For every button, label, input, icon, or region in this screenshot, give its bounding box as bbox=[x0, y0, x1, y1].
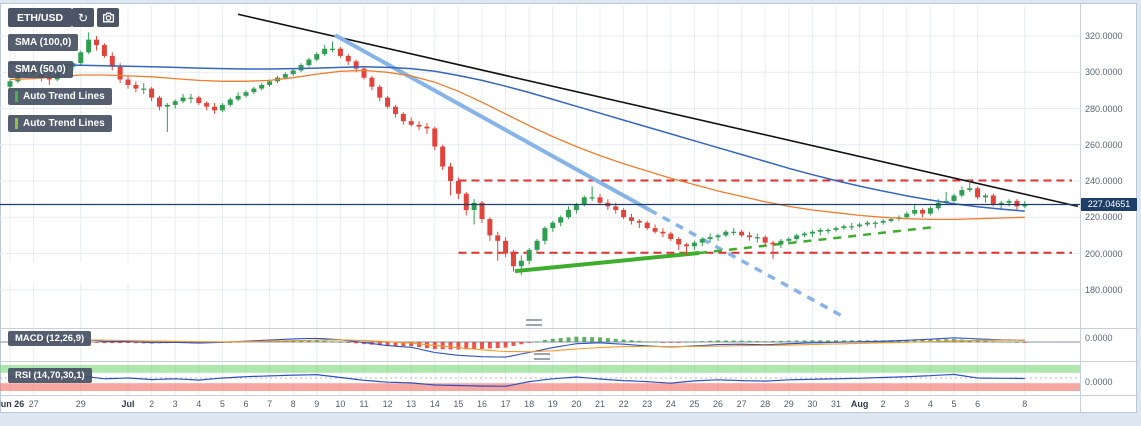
date-axis-label: 18 bbox=[524, 399, 535, 409]
rsi-axis-zero-label: 0.0000 bbox=[1085, 377, 1113, 387]
indicator-label-text: MACD (12,26,9) bbox=[15, 333, 85, 344]
date-axis-label: 6 bbox=[243, 399, 249, 409]
date-axis-label: 12 bbox=[382, 399, 393, 409]
date-axis-label: 27 bbox=[28, 399, 39, 409]
date-axis-label: 17 bbox=[500, 399, 511, 409]
snapshot-button[interactable] bbox=[97, 8, 119, 27]
date-axis-label: 23 bbox=[642, 399, 653, 409]
panel-resize-handle-rsi[interactable] bbox=[534, 353, 550, 360]
date-axis-label: 16 bbox=[476, 399, 488, 409]
price-axis-label: 180.0000 bbox=[1085, 284, 1123, 295]
date-axis-label: 4 bbox=[196, 399, 202, 409]
indicator-label-rsi[interactable]: RSI (14,70,30,1) bbox=[8, 368, 92, 383]
indicator-color-chip bbox=[15, 91, 18, 102]
price-axis-label: 320.0000 bbox=[1085, 31, 1123, 41]
indicator-label-sma50[interactable]: SMA (50,0) bbox=[8, 61, 73, 78]
indicator-label-macd[interactable]: MACD (12,26,9) bbox=[8, 331, 92, 346]
indicator-label-sma100[interactable]: SMA (100,0) bbox=[8, 34, 79, 51]
date-axis-label: 28 bbox=[760, 399, 771, 409]
date-axis-label: 8 bbox=[1022, 399, 1028, 409]
indicator-label-auto-trend-lines-2[interactable]: Auto Trend Lines bbox=[8, 115, 112, 132]
date-axis-label: 8 bbox=[290, 399, 296, 409]
refresh-button[interactable]: ↻ bbox=[72, 8, 94, 27]
date-axis[interactable] bbox=[0, 396, 1080, 412]
date-axis-label: 25 bbox=[689, 399, 700, 409]
indicator-color-chip bbox=[15, 118, 18, 129]
last-price-badge: 227.04651 bbox=[1081, 198, 1137, 211]
price-axis-label: 200.0000 bbox=[1085, 248, 1123, 259]
date-axis-label: 5 bbox=[219, 399, 225, 409]
macd-axis-zero-label: 0.0000 bbox=[1085, 333, 1113, 343]
symbol-button[interactable]: ETH/USD bbox=[8, 8, 73, 27]
price-axis-label: 240.0000 bbox=[1085, 176, 1123, 186]
date-axis-label: 20 bbox=[571, 399, 582, 409]
date-axis-label: 15 bbox=[453, 399, 464, 409]
price-axis-label: 260.0000 bbox=[1085, 139, 1123, 150]
date-axis-label: 30 bbox=[807, 399, 818, 409]
date-axis-label: 9 bbox=[314, 399, 320, 409]
price-axis-label: 300.0000 bbox=[1085, 67, 1123, 78]
date-axis-label: 6 bbox=[975, 399, 981, 409]
camera-icon bbox=[102, 12, 114, 23]
panel-resize-handle-macd[interactable] bbox=[526, 319, 542, 326]
date-axis-label: 27 bbox=[736, 399, 747, 409]
watermark-cover bbox=[8, 262, 130, 283]
indicator-label-text: Auto Trend Lines bbox=[23, 91, 105, 102]
date-axis-label: 29 bbox=[75, 399, 86, 409]
date-axis-label: 3 bbox=[172, 399, 178, 409]
date-axis-label: 31 bbox=[830, 399, 842, 409]
price-axis-label: 220.0000 bbox=[1085, 212, 1123, 223]
date-axis-label: 13 bbox=[406, 399, 417, 409]
date-axis-label: 21 bbox=[594, 399, 606, 409]
indicator-label-text: SMA (50,0) bbox=[15, 64, 66, 75]
indicator-label-text: Auto Trend Lines bbox=[23, 118, 105, 129]
date-axis-label: 14 bbox=[429, 399, 440, 409]
date-axis-label: 22 bbox=[618, 399, 629, 409]
date-axis-label: 2 bbox=[149, 399, 155, 409]
date-axis-label: 11 bbox=[359, 399, 369, 409]
date-axis-label: 5 bbox=[951, 399, 957, 409]
indicator-label-text: SMA (100,0) bbox=[15, 37, 72, 48]
date-axis-label: 3 bbox=[904, 399, 910, 409]
date-axis-label: Aug bbox=[850, 399, 869, 409]
indicator-label-text: RSI (14,70,30,1) bbox=[15, 370, 85, 381]
date-axis-label: 7 bbox=[267, 399, 273, 409]
date-axis-label: 29 bbox=[783, 399, 794, 409]
date-axis-label: 24 bbox=[665, 399, 676, 409]
date-axis-label: 4 bbox=[927, 399, 933, 409]
date-axis-label: 10 bbox=[335, 399, 346, 409]
date-axis-label: Jul bbox=[121, 399, 135, 409]
date-axis-label: 2 bbox=[880, 399, 886, 409]
date-axis-label: Jun 26 bbox=[0, 399, 25, 409]
indicator-label-auto-trend-lines-1[interactable]: Auto Trend Lines bbox=[8, 88, 112, 105]
price-axis-label: 280.0000 bbox=[1085, 103, 1123, 114]
date-axis-label: 19 bbox=[547, 399, 558, 409]
refresh-icon: ↻ bbox=[77, 10, 89, 25]
date-axis-label: 26 bbox=[712, 399, 724, 409]
